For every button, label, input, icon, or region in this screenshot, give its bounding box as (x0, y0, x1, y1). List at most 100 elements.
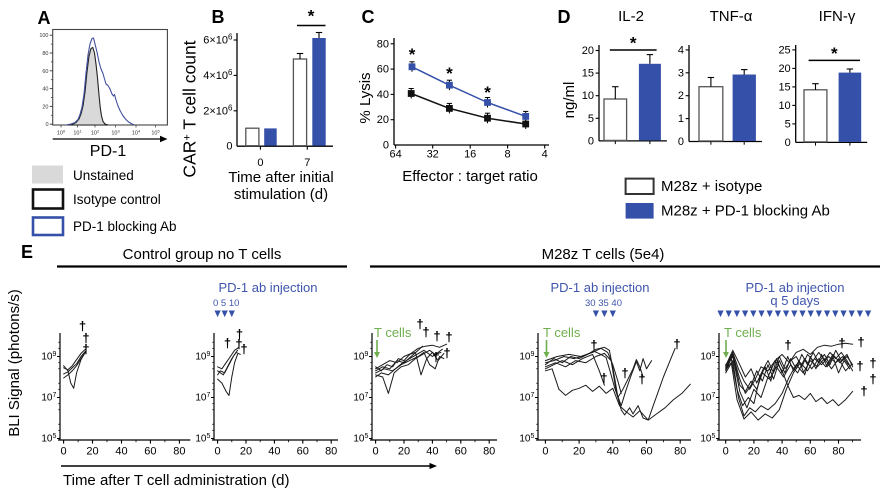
svg-text:†: † (445, 330, 452, 345)
svg-text:0: 0 (383, 140, 389, 152)
svg-text:40: 40 (42, 87, 48, 93)
svg-text:IL-2: IL-2 (618, 8, 644, 25)
svg-text:32: 32 (427, 149, 439, 161)
svg-text:C: C (362, 7, 375, 27)
svg-text:20: 20 (573, 446, 585, 458)
svg-text:*: * (446, 64, 453, 83)
svg-text:†: † (838, 336, 845, 351)
svg-text:0: 0 (373, 446, 379, 458)
svg-text:stimulation (d): stimulation (d) (234, 186, 328, 203)
svg-text:*: * (409, 45, 416, 64)
svg-text:†: † (869, 372, 876, 387)
svg-text:80: 80 (173, 446, 185, 458)
svg-text:103: 103 (111, 128, 120, 136)
svg-text:†: † (860, 384, 867, 399)
svg-text:109: 109 (700, 351, 715, 363)
svg-text:Time after T cell administrati: Time after T cell administration (d) (63, 472, 289, 489)
svg-text:20: 20 (778, 63, 790, 75)
svg-text:102: 102 (91, 128, 100, 136)
svg-text:105: 105 (195, 433, 210, 445)
svg-text:40: 40 (607, 446, 619, 458)
svg-text:q 5 days: q 5 days (770, 293, 820, 308)
svg-text:PD-1 ab injection: PD-1 ab injection (551, 280, 650, 295)
svg-text:BLI Signal (photons/s): BLI Signal (photons/s) (6, 289, 23, 437)
svg-text:60: 60 (42, 69, 48, 75)
svg-text:40: 40 (268, 446, 280, 458)
svg-text:107: 107 (353, 392, 368, 404)
svg-text:Effector : target ratio: Effector : target ratio (402, 168, 538, 185)
svg-text:PD-1 ab injection: PD-1 ab injection (746, 280, 845, 295)
svg-text:80: 80 (377, 38, 389, 50)
svg-text:0: 0 (678, 136, 684, 148)
svg-text:40: 40 (426, 446, 438, 458)
svg-text:4: 4 (542, 149, 548, 161)
svg-text:109: 109 (195, 351, 210, 363)
svg-text:TNF-α: TNF-α (710, 8, 753, 25)
svg-text:15: 15 (778, 81, 790, 93)
svg-text:T cells: T cells (374, 325, 412, 340)
svg-text:20: 20 (748, 446, 760, 458)
svg-text:60: 60 (640, 446, 652, 458)
svg-text:20: 20 (86, 446, 98, 458)
svg-text:M28z T cells (5e4): M28z T cells (5e4) (542, 246, 665, 263)
svg-text:0: 0 (257, 157, 263, 169)
svg-text:105: 105 (41, 433, 56, 445)
svg-text:105: 105 (151, 128, 160, 136)
svg-text:PD-1: PD-1 (90, 143, 127, 160)
svg-text:†: † (82, 331, 89, 346)
svg-text:†: † (857, 335, 864, 350)
svg-text:7: 7 (304, 157, 310, 169)
svg-text:ng/ml: ng/ml (561, 82, 578, 119)
svg-text:Time after initial: Time after initial (228, 169, 333, 186)
svg-text:PD-1 ab injection: PD-1 ab injection (219, 280, 318, 295)
svg-text:†: † (433, 329, 440, 344)
svg-text:2: 2 (678, 90, 684, 102)
svg-text:†: † (856, 359, 863, 374)
svg-text:*: * (484, 83, 491, 102)
svg-text:Unstained: Unstained (73, 168, 134, 183)
svg-text:0: 0 (61, 446, 67, 458)
svg-text:25: 25 (778, 44, 790, 56)
svg-text:109: 109 (41, 351, 56, 363)
svg-text:0 5 10: 0 5 10 (213, 298, 239, 309)
svg-text:A: A (38, 8, 51, 28)
svg-text:3: 3 (678, 67, 684, 79)
svg-text:*: * (308, 7, 315, 26)
svg-text:0: 0 (226, 141, 232, 153)
svg-text:†: † (443, 346, 450, 361)
svg-text:80: 80 (483, 446, 495, 458)
svg-text:IFN-γ: IFN-γ (819, 8, 856, 25)
svg-text:107: 107 (700, 392, 715, 404)
svg-text:†: † (784, 338, 791, 353)
svg-text:60: 60 (804, 446, 816, 458)
svg-text:60: 60 (144, 446, 156, 458)
svg-text:60: 60 (455, 446, 467, 458)
svg-text:†: † (621, 366, 628, 381)
svg-text:10: 10 (582, 90, 594, 102)
svg-text:8: 8 (505, 149, 511, 161)
svg-text:4×106: 4×106 (203, 68, 233, 82)
svg-text:4: 4 (678, 44, 684, 56)
svg-text:20: 20 (377, 114, 389, 126)
svg-text:80: 80 (832, 446, 844, 458)
svg-text:*: * (630, 34, 637, 53)
svg-text:†: † (79, 319, 86, 334)
svg-text:109: 109 (519, 351, 534, 363)
svg-text:0: 0 (45, 122, 48, 128)
svg-text:†: † (869, 356, 876, 371)
svg-text:40: 40 (776, 446, 788, 458)
svg-text:107: 107 (195, 392, 210, 404)
svg-text:B: B (212, 7, 225, 27)
svg-text:105: 105 (700, 433, 715, 445)
svg-text:16: 16 (464, 149, 476, 161)
svg-text:D: D (558, 7, 571, 27)
svg-text:†: † (600, 371, 607, 386)
svg-text:†: † (82, 342, 89, 357)
svg-text:†: † (224, 336, 231, 351)
svg-text:0: 0 (215, 446, 221, 458)
svg-text:107: 107 (519, 392, 534, 404)
svg-text:M28z + isotype: M28z + isotype (661, 178, 762, 195)
svg-text:64: 64 (389, 149, 401, 161)
svg-text:104: 104 (132, 128, 141, 136)
svg-text:100: 100 (39, 33, 48, 39)
